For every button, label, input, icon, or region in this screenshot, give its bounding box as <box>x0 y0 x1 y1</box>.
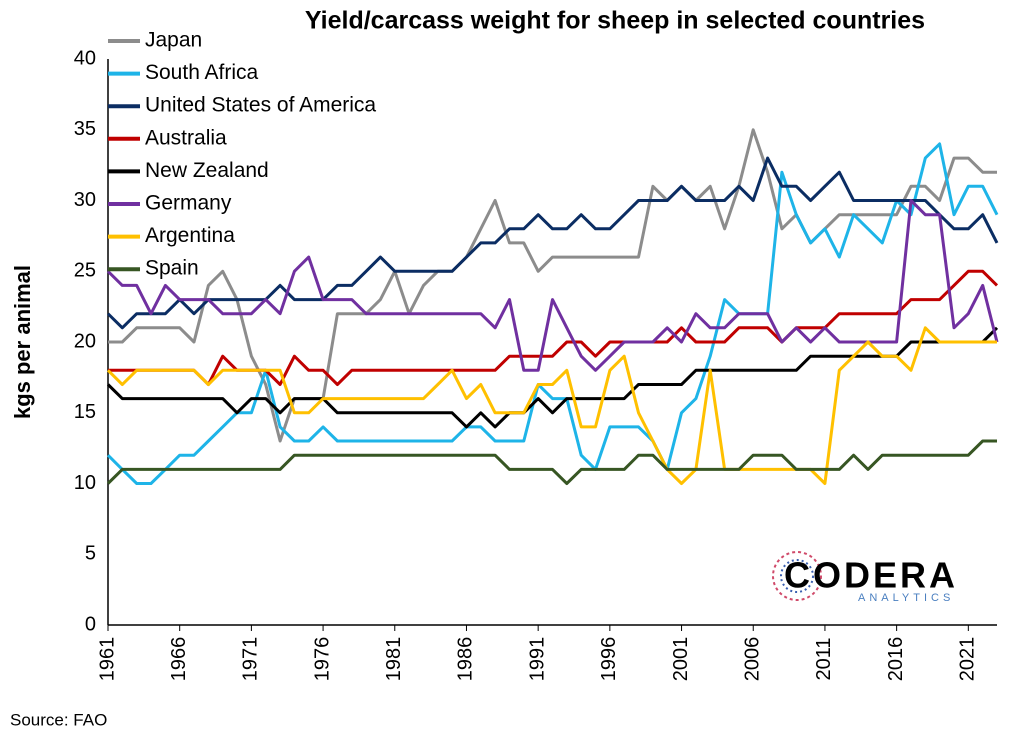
x-tick-label: 2001 <box>670 637 692 682</box>
series-line <box>106 439 997 485</box>
y-tick-label: 30 <box>74 189 96 211</box>
logo-tagline: ANALYTICS <box>858 592 954 604</box>
legend-label: Spain <box>145 257 199 280</box>
x-tick-label: 1961 <box>96 637 118 682</box>
legend-label: New Zealand <box>145 159 269 182</box>
series-line <box>106 199 999 372</box>
y-tick-label: 20 <box>74 330 96 352</box>
legend-label: United States of America <box>145 94 376 117</box>
series-line <box>106 326 999 429</box>
chart-title: Yield/carcass weight for sheep in select… <box>305 7 925 35</box>
legend-label: South Africa <box>145 61 259 84</box>
y-tick-label: 15 <box>74 401 96 423</box>
y-tick-label: 5 <box>85 543 96 565</box>
x-tick-label: 1986 <box>455 637 477 682</box>
y-tick-label: 35 <box>74 118 96 140</box>
source-note: Source: FAO <box>10 710 107 729</box>
logo-mark <box>780 559 814 593</box>
x-tick-label: 2006 <box>742 637 764 682</box>
logo-name: CODERA <box>784 555 958 596</box>
series-line <box>108 128 997 443</box>
y-tick-label: 0 <box>85 613 96 635</box>
logo: CODERA ANALYTICS <box>772 551 958 604</box>
legend-label: Germany <box>145 192 232 215</box>
x-tick-label: 2021 <box>957 637 979 682</box>
x-tick-label: 1996 <box>598 637 620 682</box>
x-tick-label: 1976 <box>311 637 333 682</box>
x-tick-label: 1991 <box>526 637 548 682</box>
series-line <box>106 326 997 485</box>
series-line <box>106 156 999 330</box>
y-tick-label: 40 <box>74 47 96 69</box>
x-tick-label: 1971 <box>240 637 262 682</box>
x-tick-label: 2016 <box>885 637 907 682</box>
y-axis-label: kgs per animal <box>10 265 35 419</box>
legend-label: Japan <box>145 29 202 52</box>
x-tick-label: 1981 <box>383 637 405 682</box>
x-tick-label: 2011 <box>813 637 835 680</box>
logo-mark <box>772 551 822 601</box>
y-tick-label: 25 <box>74 260 96 282</box>
y-tick-label: 10 <box>74 472 96 494</box>
series-line <box>108 269 999 386</box>
x-tick-label: 1966 <box>168 637 190 682</box>
legend-label: Argentina <box>145 224 235 247</box>
legend-label: Australia <box>145 126 227 149</box>
